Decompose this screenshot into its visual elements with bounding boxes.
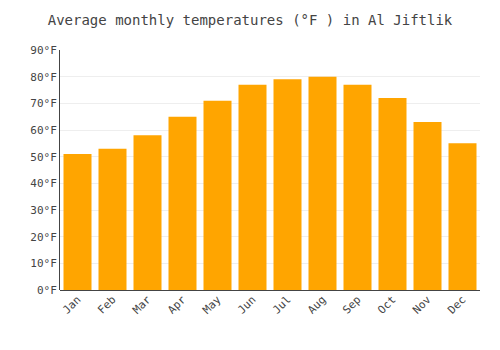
svg-text:60°F: 60°F: [30, 124, 57, 137]
svg-text:Nov: Nov: [410, 293, 434, 317]
svg-text:Apr: Apr: [165, 293, 189, 317]
svg-text:Mar: Mar: [130, 293, 154, 317]
svg-text:70°F: 70°F: [30, 97, 57, 110]
svg-text:Average monthly temperatures (: Average monthly temperatures (°F ) in Al…: [48, 12, 453, 28]
svg-text:Jan: Jan: [60, 293, 83, 316]
svg-text:Jul: Jul: [270, 293, 293, 316]
svg-text:Dec: Dec: [445, 293, 468, 316]
svg-text:50°F: 50°F: [30, 151, 57, 164]
svg-text:80°F: 80°F: [30, 71, 57, 84]
svg-text:40°F: 40°F: [30, 177, 57, 190]
svg-text:Aug: Aug: [305, 293, 328, 316]
svg-text:0°F: 0°F: [37, 284, 57, 297]
svg-text:Jun: Jun: [235, 293, 258, 316]
svg-text:10°F: 10°F: [30, 257, 57, 270]
svg-text:Oct: Oct: [375, 293, 398, 316]
svg-text:20°F: 20°F: [30, 231, 57, 244]
svg-text:May: May: [200, 293, 224, 317]
svg-text:30°F: 30°F: [30, 204, 57, 217]
svg-text:Sep: Sep: [340, 293, 363, 316]
svg-text:Feb: Feb: [95, 293, 118, 316]
svg-text:90°F: 90°F: [30, 44, 57, 57]
